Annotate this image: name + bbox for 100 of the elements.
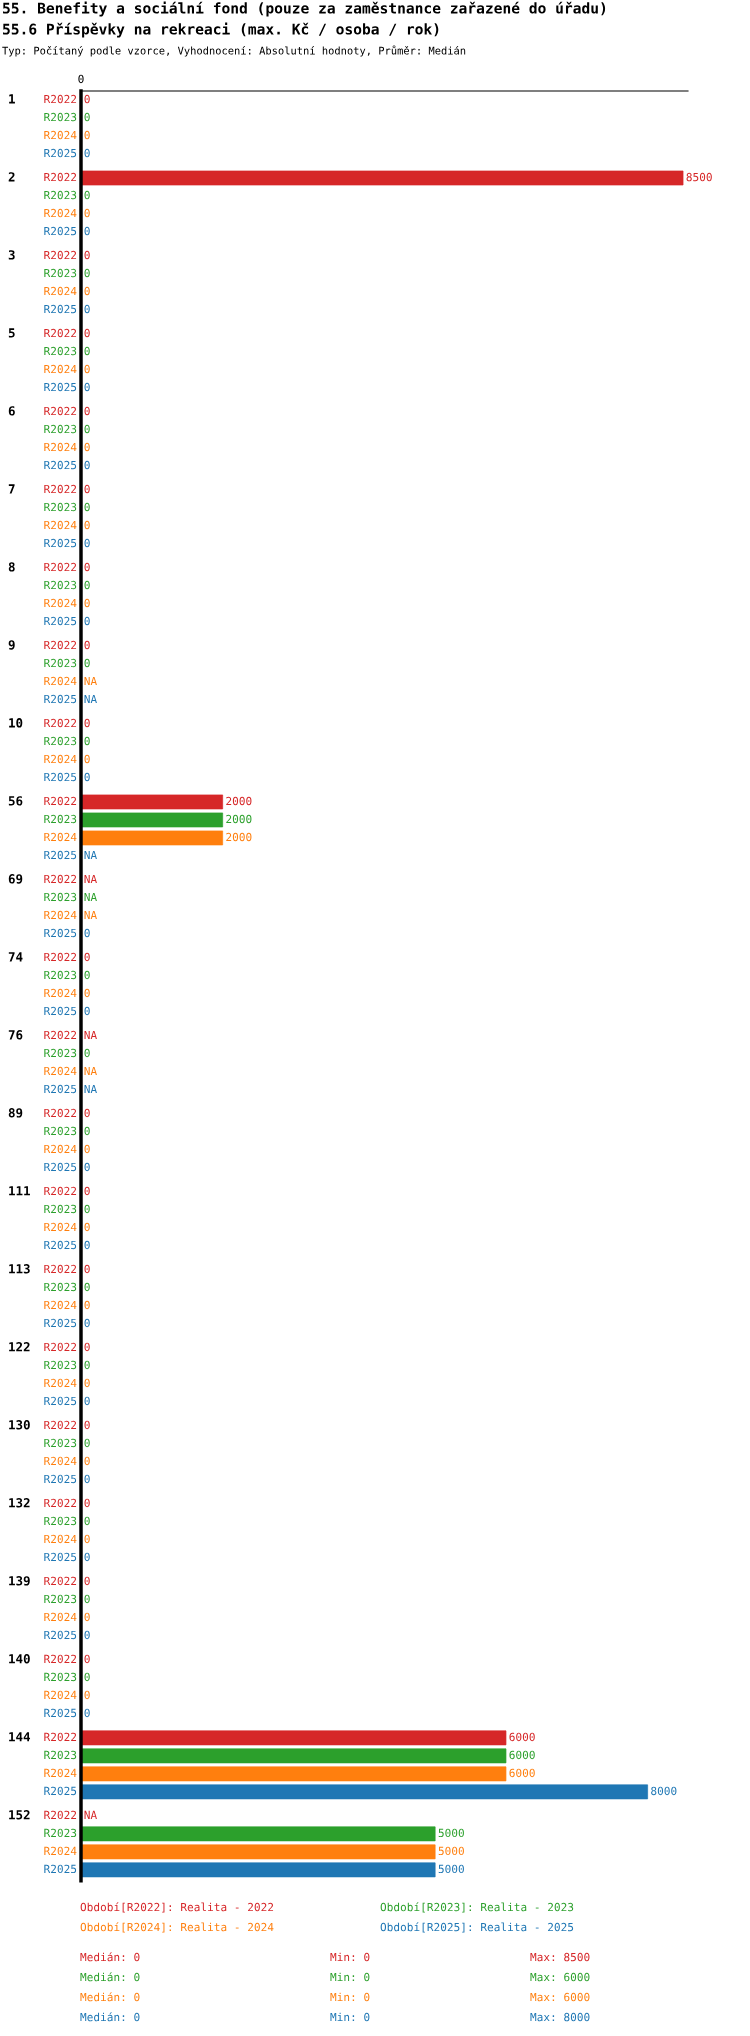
bar	[81, 794, 224, 810]
data-label: 0	[84, 1498, 90, 1508]
data-label: 0	[84, 1630, 90, 1640]
text: R2023	[44, 1516, 77, 1526]
data-label: 0	[84, 1438, 90, 1448]
y-tick-label: 56	[8, 796, 23, 806]
text: R2022	[44, 562, 77, 572]
data-label: 0	[84, 1594, 90, 1604]
data-label: 0	[84, 406, 90, 416]
data-label: 0	[84, 346, 90, 356]
bar	[81, 1784, 648, 1800]
text: R2023	[44, 1438, 77, 1448]
text: R2023	[44, 1360, 77, 1370]
data-label: 0	[84, 250, 90, 260]
y-tick-label: 144	[9, 1732, 31, 1742]
data-label: 0	[84, 1264, 90, 1274]
data-label: 0	[84, 970, 90, 980]
data-label: 0	[84, 424, 90, 434]
text: R2025	[44, 772, 77, 782]
bar	[81, 1748, 507, 1764]
text: R2022	[44, 172, 77, 182]
text: R2022	[44, 484, 77, 494]
data-label: 0	[84, 952, 90, 962]
data-label: 0	[84, 1006, 90, 1016]
data-label: 0	[84, 1126, 90, 1136]
text: R2024	[44, 1066, 77, 1076]
data-label: 0	[84, 1708, 90, 1718]
text: R2024	[44, 988, 77, 998]
text: R2024	[44, 832, 77, 842]
y-tick-label: 130	[9, 1420, 30, 1430]
data-label: 2000	[226, 814, 252, 824]
text: Období[R2022]: Realita - 2022	[80, 1902, 274, 1913]
text: R2025	[44, 460, 77, 470]
y-tick-label: 8	[8, 562, 15, 572]
data-label: 0	[84, 304, 90, 314]
text: R2023	[44, 658, 77, 668]
text: NA	[84, 1810, 97, 1819]
text: Max: 8000	[530, 2012, 590, 2022]
data-label: 0	[84, 1534, 90, 1544]
data-label: 5000	[438, 1846, 464, 1856]
data-label: 0	[84, 1342, 90, 1352]
series-label: R2023	[44, 112, 77, 122]
data-label: 0	[84, 1282, 90, 1292]
chart-subtitle: 55.6 Příspěvky na rekreaci (max. Kč / osoba / rok)	[3, 22, 439, 38]
y-tick-label: 74	[8, 952, 23, 962]
text: R2022	[44, 1030, 77, 1040]
text: R2025	[44, 616, 77, 626]
data-label: 0	[84, 268, 90, 278]
text: NA	[84, 892, 97, 902]
y-tick-label: 139	[9, 1576, 30, 1586]
data-label: 5000	[438, 1828, 464, 1838]
data-label: 2000	[226, 796, 252, 806]
text: R2022	[44, 1186, 77, 1196]
y-tick-label: 6	[8, 406, 15, 416]
text: R2023	[44, 268, 77, 278]
data-label: 0	[84, 148, 90, 158]
text: R2023	[44, 1204, 77, 1214]
text: R2024	[44, 1222, 77, 1232]
data-label: 6000	[509, 1732, 535, 1742]
data-label: 0	[84, 1552, 90, 1562]
data-label: 0	[84, 208, 90, 218]
bar	[81, 1844, 436, 1860]
text: R2025	[44, 1318, 77, 1328]
text: R2024	[44, 1144, 77, 1154]
text: R2025	[44, 1474, 77, 1484]
data-label: 0	[84, 562, 90, 572]
text: R2023	[44, 580, 77, 590]
data-label: 0	[84, 928, 90, 938]
text: R2022	[44, 874, 77, 884]
data-label: 0	[84, 1474, 90, 1484]
text: Min: 0	[330, 1952, 370, 1962]
data-label: 0	[84, 328, 90, 338]
y-tick-label: 76	[8, 1030, 23, 1040]
data-label: 0	[84, 130, 90, 140]
text: 0	[78, 74, 84, 84]
text: R2024	[44, 1612, 77, 1622]
text: NA	[84, 676, 97, 686]
data-label: 0	[84, 1186, 90, 1196]
bar	[81, 1766, 507, 1782]
text: R2023	[44, 1672, 77, 1682]
data-label: 0	[84, 1318, 90, 1328]
text: NA	[84, 1066, 97, 1076]
data-label: 0	[84, 1690, 90, 1700]
text: Max: 8500	[530, 1952, 590, 1962]
text: R2024	[44, 1300, 77, 1310]
text: R2023	[44, 1282, 77, 1292]
text: R2022	[44, 1342, 77, 1352]
data-label: 0	[84, 1612, 90, 1622]
data-label: 0	[84, 1162, 90, 1172]
text: NA	[84, 910, 97, 920]
text: R2025	[44, 1396, 77, 1406]
text: R2025	[44, 1864, 77, 1874]
data-label: 6000	[509, 1750, 535, 1760]
data-label: 0	[84, 1396, 90, 1406]
y-tick-label: 7	[8, 484, 15, 494]
y-tick-label: 113	[9, 1264, 30, 1274]
text: R2025	[44, 1240, 77, 1250]
text: R2023	[44, 892, 77, 902]
y-tick-label: 10	[9, 718, 23, 728]
text: R2024	[44, 1534, 77, 1544]
